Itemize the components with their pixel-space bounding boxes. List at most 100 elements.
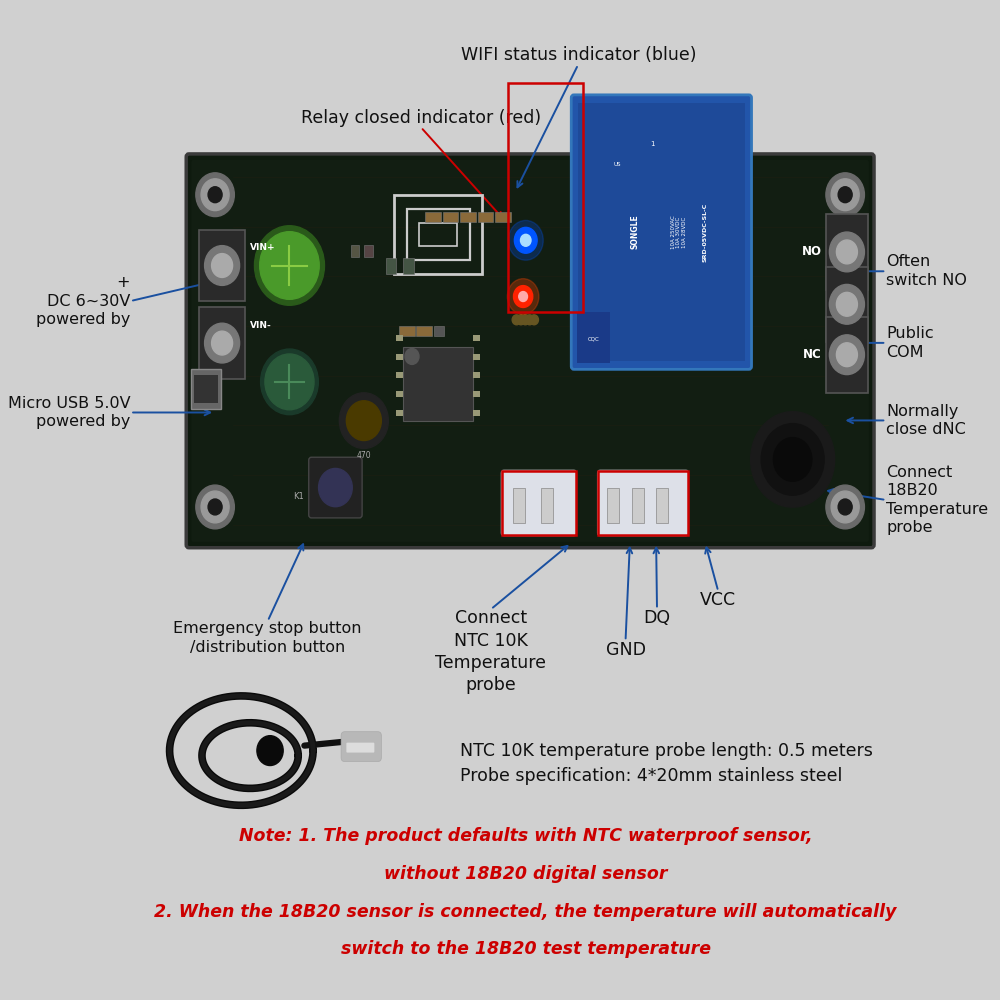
Circle shape bbox=[196, 173, 234, 217]
Text: Normally
close dNC: Normally close dNC bbox=[886, 404, 966, 437]
Text: 1: 1 bbox=[650, 141, 655, 147]
Circle shape bbox=[346, 401, 381, 441]
Text: Relay closed indicator (red): Relay closed indicator (red) bbox=[301, 109, 541, 127]
Circle shape bbox=[208, 499, 222, 515]
Bar bbox=[407, 209, 470, 260]
Bar bbox=[396, 354, 403, 360]
FancyBboxPatch shape bbox=[598, 470, 689, 536]
Text: VCC: VCC bbox=[700, 591, 736, 609]
Circle shape bbox=[405, 348, 419, 364]
FancyBboxPatch shape bbox=[571, 95, 752, 369]
Bar bbox=[403, 347, 473, 421]
Text: Public
COM: Public COM bbox=[886, 326, 934, 360]
Circle shape bbox=[265, 354, 314, 410]
Text: Often
switch NO: Often switch NO bbox=[886, 254, 967, 288]
Bar bbox=[478, 212, 493, 222]
Bar bbox=[541, 488, 553, 523]
FancyBboxPatch shape bbox=[501, 470, 577, 536]
Circle shape bbox=[254, 226, 324, 305]
FancyBboxPatch shape bbox=[309, 457, 362, 518]
Circle shape bbox=[319, 468, 352, 507]
Bar bbox=[607, 488, 619, 523]
Bar bbox=[632, 488, 644, 523]
Bar bbox=[396, 410, 403, 416]
Circle shape bbox=[196, 485, 234, 529]
Bar bbox=[826, 267, 868, 342]
Text: switch to the 18B20 test temperature: switch to the 18B20 test temperature bbox=[341, 940, 711, 958]
Text: Micro USB 5.0V
powered by: Micro USB 5.0V powered by bbox=[8, 396, 130, 429]
Circle shape bbox=[339, 393, 388, 448]
Text: NC: NC bbox=[803, 348, 822, 361]
Text: 470: 470 bbox=[357, 451, 371, 460]
Circle shape bbox=[751, 412, 835, 507]
Text: SONGLE: SONGLE bbox=[631, 215, 640, 249]
Bar bbox=[473, 372, 480, 378]
Bar bbox=[826, 214, 868, 290]
Circle shape bbox=[212, 254, 233, 277]
FancyBboxPatch shape bbox=[191, 160, 869, 542]
Circle shape bbox=[513, 286, 533, 307]
Text: GND: GND bbox=[606, 641, 646, 659]
Circle shape bbox=[761, 424, 824, 495]
Text: +
DC 6~30V
powered by: + DC 6~30V powered by bbox=[36, 275, 130, 327]
Bar bbox=[473, 410, 480, 416]
Circle shape bbox=[508, 220, 543, 260]
Bar bbox=[386, 258, 396, 274]
Bar bbox=[434, 326, 444, 336]
Circle shape bbox=[520, 234, 531, 246]
Text: US: US bbox=[614, 162, 621, 167]
Bar bbox=[443, 212, 458, 222]
Text: NO: NO bbox=[802, 245, 822, 258]
Circle shape bbox=[836, 292, 857, 316]
Bar bbox=[191, 369, 221, 409]
Text: NTC 10K temperature probe length: 0.5 meters: NTC 10K temperature probe length: 0.5 me… bbox=[460, 742, 873, 760]
Text: VIN+: VIN+ bbox=[250, 243, 276, 252]
Text: without 18B20 digital sensor: without 18B20 digital sensor bbox=[384, 865, 668, 883]
Bar bbox=[473, 354, 480, 360]
Bar bbox=[473, 335, 480, 341]
Bar bbox=[598, 471, 688, 535]
Circle shape bbox=[831, 179, 859, 211]
Text: Note: 1. The product defaults with NTC waterproof sensor,: Note: 1. The product defaults with NTC w… bbox=[239, 827, 813, 845]
Circle shape bbox=[521, 315, 530, 325]
Circle shape bbox=[773, 438, 812, 481]
Bar bbox=[396, 335, 403, 341]
Bar bbox=[656, 488, 668, 523]
Circle shape bbox=[829, 232, 864, 272]
Bar bbox=[364, 245, 373, 257]
Bar bbox=[425, 212, 441, 222]
Circle shape bbox=[260, 232, 319, 299]
Circle shape bbox=[836, 240, 857, 264]
Bar bbox=[578, 103, 745, 361]
Circle shape bbox=[261, 349, 318, 415]
Text: CQC: CQC bbox=[587, 336, 599, 341]
Circle shape bbox=[205, 246, 240, 285]
Circle shape bbox=[514, 227, 537, 253]
Bar bbox=[351, 245, 359, 257]
Bar bbox=[513, 488, 525, 523]
Circle shape bbox=[829, 284, 864, 324]
Bar bbox=[199, 307, 245, 379]
Circle shape bbox=[519, 292, 528, 302]
Text: WIFI status indicator (blue): WIFI status indicator (blue) bbox=[461, 46, 696, 64]
Text: VIN-: VIN- bbox=[250, 321, 272, 330]
Text: Emergency stop button
/distribution button: Emergency stop button /distribution butt… bbox=[173, 621, 362, 655]
Circle shape bbox=[257, 736, 283, 766]
Circle shape bbox=[507, 279, 539, 314]
Circle shape bbox=[826, 485, 864, 529]
Text: DQ: DQ bbox=[643, 609, 671, 627]
Circle shape bbox=[831, 491, 859, 523]
Bar bbox=[416, 326, 432, 336]
FancyBboxPatch shape bbox=[341, 732, 381, 762]
Text: Connect
18B20
Temperature
probe: Connect 18B20 Temperature probe bbox=[886, 465, 988, 535]
Circle shape bbox=[208, 187, 222, 203]
Text: 2. When the 18B20 sensor is connected, the temperature will automatically: 2. When the 18B20 sensor is connected, t… bbox=[154, 903, 897, 921]
Text: SRD-05VDC-SL-C: SRD-05VDC-SL-C bbox=[703, 202, 708, 262]
Circle shape bbox=[517, 315, 525, 325]
Bar bbox=[419, 223, 457, 246]
Bar bbox=[577, 312, 610, 363]
Bar bbox=[460, 212, 476, 222]
Circle shape bbox=[201, 179, 229, 211]
Circle shape bbox=[512, 315, 521, 325]
Circle shape bbox=[530, 315, 538, 325]
